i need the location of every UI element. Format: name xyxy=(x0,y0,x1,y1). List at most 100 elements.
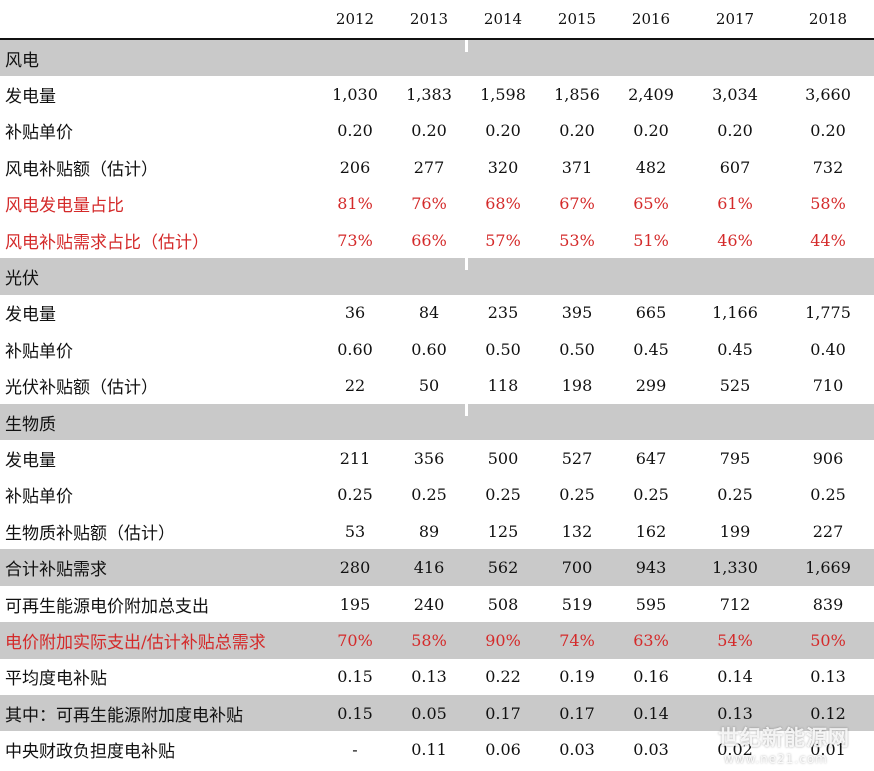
table-cell: 0.40 xyxy=(810,339,846,359)
table-header-row: 2012 2013 2014 2015 2016 2017 2018 xyxy=(0,0,874,40)
table-cell: 63% xyxy=(633,630,669,650)
row-label: 补贴单价 xyxy=(5,487,73,508)
table-cell: 320 xyxy=(487,157,519,177)
table-cell: 0.25 xyxy=(411,485,447,505)
table-cell: 44% xyxy=(810,230,846,250)
table-cell: 132 xyxy=(561,521,593,541)
table-cell: 525 xyxy=(719,376,751,396)
table-cell: 66% xyxy=(411,230,447,250)
table-cell: 73% xyxy=(337,230,373,250)
table-cell: 3,660 xyxy=(805,85,851,105)
table-cell: 0.20 xyxy=(337,121,373,141)
section-header-row: 光伏 xyxy=(0,258,874,295)
row-label: 风电补贴需求占比（估计） xyxy=(5,232,209,253)
table-cell: 0.22 xyxy=(485,667,521,687)
table-cell: 0.17 xyxy=(485,703,521,723)
table-cell: 839 xyxy=(812,594,844,614)
table-cell: 0.14 xyxy=(633,703,669,723)
table-cell: 562 xyxy=(487,558,519,578)
row-label: 光伏补贴额（估计） xyxy=(5,378,158,399)
row-label: 风电 xyxy=(5,50,39,71)
table-cell: 0.25 xyxy=(633,485,669,505)
table-cell: 0.25 xyxy=(810,485,846,505)
table-cell: 0.14 xyxy=(717,667,753,687)
table-row: 电价附加实际支出/估计补贴总需求 70% 58% 90% 74% 63% 54% 50% xyxy=(0,622,874,659)
table-cell: 58% xyxy=(411,630,447,650)
table-cell: 0.03 xyxy=(559,740,595,760)
table-cell: 1,856 xyxy=(554,85,600,105)
table-cell: 65% xyxy=(633,194,669,214)
table-cell: 500 xyxy=(487,448,519,468)
section-divider xyxy=(465,40,468,52)
table-cell: 76% xyxy=(411,194,447,214)
row-label: 发电量 xyxy=(5,87,56,108)
table-cell: 1,669 xyxy=(805,558,851,578)
table-cell: 607 xyxy=(719,157,751,177)
row-label: 可再生能源电价附加总支出 xyxy=(5,596,209,617)
table-cell: 162 xyxy=(635,521,667,541)
table-cell: 277 xyxy=(413,157,445,177)
table-cell: 0.03 xyxy=(633,740,669,760)
table-cell: - xyxy=(352,740,358,760)
row-label: 补贴单价 xyxy=(5,123,73,144)
table-cell: 710 xyxy=(812,376,844,396)
table-cell: 0.20 xyxy=(810,121,846,141)
table-cell: 795 xyxy=(719,448,751,468)
row-label: 生物质补贴额（估计） xyxy=(5,523,175,544)
table-row: 发电量 1,030 1,383 1,598 1,856 2,409 3,034 3,660 xyxy=(0,76,874,112)
table-cell: 0.19 xyxy=(559,667,595,687)
table-cell: 81% xyxy=(337,194,373,214)
year-header: 2013 xyxy=(409,10,449,28)
table-cell: 51% xyxy=(633,230,669,250)
table-cell: 0.20 xyxy=(559,121,595,141)
row-label: 补贴单价 xyxy=(5,341,73,362)
table-cell: 199 xyxy=(719,521,751,541)
table-cell: 198 xyxy=(561,376,593,396)
section-divider xyxy=(465,403,468,416)
table-cell: 371 xyxy=(561,157,593,177)
row-label: 发电量 xyxy=(5,450,56,471)
table-cell: 90% xyxy=(485,630,521,650)
table-cell: 0.20 xyxy=(485,121,521,141)
table-cell: 482 xyxy=(635,157,667,177)
table-row: 补贴单价 0.20 0.20 0.20 0.20 0.20 0.20 0.20 xyxy=(0,113,874,149)
table-body: 风电 发电量 1,030 1,383 1,598 1,856 2,409 3,034 3,660… xyxy=(0,40,874,768)
table-cell: 70% xyxy=(337,630,373,650)
table-cell: 527 xyxy=(561,448,593,468)
table-cell: 53% xyxy=(559,230,595,250)
table-cell: 46% xyxy=(717,230,753,250)
table-cell: 1,598 xyxy=(480,85,526,105)
row-label: 风电发电量占比 xyxy=(5,196,124,217)
table-cell: 0.11 xyxy=(411,740,447,760)
table-cell: 211 xyxy=(339,448,371,468)
year-header: 2018 xyxy=(808,10,848,28)
row-label: 光伏 xyxy=(5,269,39,290)
watermark-name: 世纪新能源网 xyxy=(718,726,850,750)
year-header: 2015 xyxy=(557,10,597,28)
table-row: 光伏补贴额（估计） 22 50 118 198 299 525 710 xyxy=(0,368,874,404)
table-cell: 53 xyxy=(344,521,366,541)
table-cell: 595 xyxy=(635,594,667,614)
table-row: 风电补贴额（估计） 206 277 320 371 482 607 732 xyxy=(0,149,874,185)
year-header: 2014 xyxy=(483,10,523,28)
table-cell: 3,034 xyxy=(712,85,758,105)
table-cell: 74% xyxy=(559,630,595,650)
table-cell: 0.02 xyxy=(717,740,753,760)
table-cell: 906 xyxy=(812,448,844,468)
table-row: 其中：可再生能源附加度电补贴 0.15 0.05 0.17 0.17 0.14 0.13 0.… xyxy=(0,695,874,732)
table-cell: 61% xyxy=(717,194,753,214)
table-cell: 68% xyxy=(485,194,521,214)
table-cell: 395 xyxy=(561,303,593,323)
table-cell: 0.60 xyxy=(411,339,447,359)
table-cell: 0.06 xyxy=(485,740,521,760)
table-cell: 1,330 xyxy=(712,558,758,578)
section-header-row: 风电 xyxy=(0,40,874,77)
table-row: 平均度电补贴 0.15 0.13 0.22 0.19 0.16 0.14 0.13 xyxy=(0,659,874,695)
table-cell: 1,166 xyxy=(712,303,758,323)
row-label: 发电量 xyxy=(5,305,56,326)
row-label: 中央财政负担度电补贴 xyxy=(5,742,175,763)
row-label: 平均度电补贴 xyxy=(5,669,107,690)
table-cell: 125 xyxy=(487,521,519,541)
table-cell: 0.45 xyxy=(717,339,753,359)
table-cell: 195 xyxy=(339,594,371,614)
